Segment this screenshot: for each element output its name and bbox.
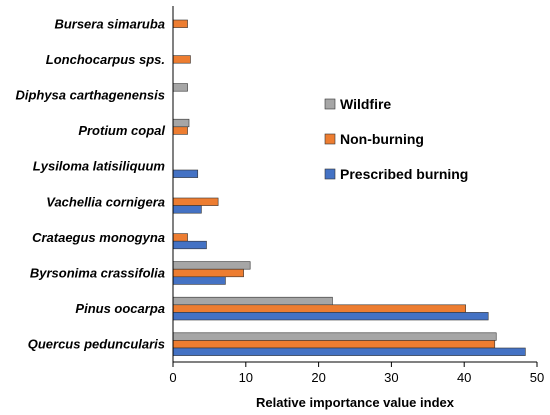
bar-wildfire-pinus-oocarpa (172, 296, 333, 306)
x-tick-label: 0 (169, 370, 176, 385)
bar-prescribed-burning-crataegus-monogyna (172, 240, 207, 250)
legend-label-prescribed-burning: Prescribed burning (340, 166, 468, 182)
bar-non-burning-vachellia-cornigera (172, 197, 219, 206)
bar-prescribed-burning-vachellia-cornigera (172, 205, 202, 214)
bar-wildfire-protium-copal (172, 118, 190, 128)
x-tick-label: 40 (457, 370, 471, 385)
legend: Wildfire Non-burning Prescribed burning (324, 96, 468, 182)
category-labels: Bursera simaruba Lonchocarpus sps. Diphysa… (15, 16, 165, 351)
category-label: Pinus oocarpa (75, 301, 165, 316)
x-tick-label: 20 (311, 370, 325, 385)
category-label: Protium copal (78, 123, 165, 138)
category-label: Lonchocarpus sps. (46, 52, 165, 67)
legend-swatch-non-burning (324, 133, 336, 145)
bar-wildfire-quercus-peduncularis (172, 332, 497, 341)
category-label: Vachellia cornigera (46, 194, 165, 209)
bar-non-burning-crataegus-monogyna (172, 233, 188, 242)
category-label: Quercus peduncularis (28, 337, 165, 352)
bar-prescribed-burning-pinus-oocarpa (172, 312, 489, 321)
bars-group (172, 19, 526, 356)
category-label: Diphysa carthagenensis (15, 88, 165, 103)
bar-wildfire-byrsonima-crassifolia (172, 261, 251, 270)
x-ticks: 0 10 20 30 40 50 (169, 362, 544, 385)
bar-prescribed-burning-quercus-peduncularis (172, 347, 526, 356)
legend-swatch-prescribed-burning (324, 168, 336, 180)
legend-swatch-wildfire (324, 98, 336, 110)
bar-wildfire-diphysa-carthagenensis (172, 83, 188, 92)
x-tick-label: 50 (530, 370, 544, 385)
x-axis-title: Relative importance value index (256, 395, 455, 410)
legend-label-non-burning: Non-burning (340, 131, 424, 147)
bar-non-burning-lonchocarpus-sps (172, 55, 191, 64)
bar-non-burning-quercus-peduncularis (172, 340, 496, 349)
x-tick-label: 10 (239, 370, 253, 385)
category-label: Bursera simaruba (54, 16, 165, 31)
bar-non-burning-bursera-simaruba (172, 19, 188, 28)
bar-non-burning-byrsonima-crassifolia (172, 268, 244, 278)
category-label: Byrsonima crassifolia (30, 266, 165, 281)
legend-label-wildfire: Wildfire (340, 96, 391, 112)
category-label: Lysiloma latisiliquum (33, 159, 166, 174)
bar-non-burning-pinus-oocarpa (172, 304, 466, 313)
bar-prescribed-burning-byrsonima-crassifolia (172, 276, 226, 285)
bar-prescribed-burning-lysiloma-latisiliquum (172, 169, 199, 178)
category-label: Crataegus monogyna (32, 230, 165, 245)
bar-non-burning-protium-copal (172, 126, 188, 135)
x-tick-label: 30 (384, 370, 398, 385)
